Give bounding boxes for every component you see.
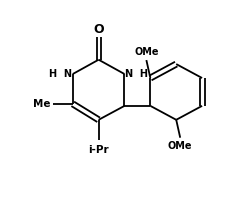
Text: OMe: OMe — [168, 141, 192, 151]
Text: N  H: N H — [125, 69, 148, 79]
Text: i-Pr: i-Pr — [88, 145, 109, 155]
Text: H  N: H N — [49, 69, 72, 79]
Text: Me: Me — [33, 99, 51, 109]
Text: O: O — [93, 23, 104, 36]
Text: OMe: OMe — [134, 47, 159, 57]
